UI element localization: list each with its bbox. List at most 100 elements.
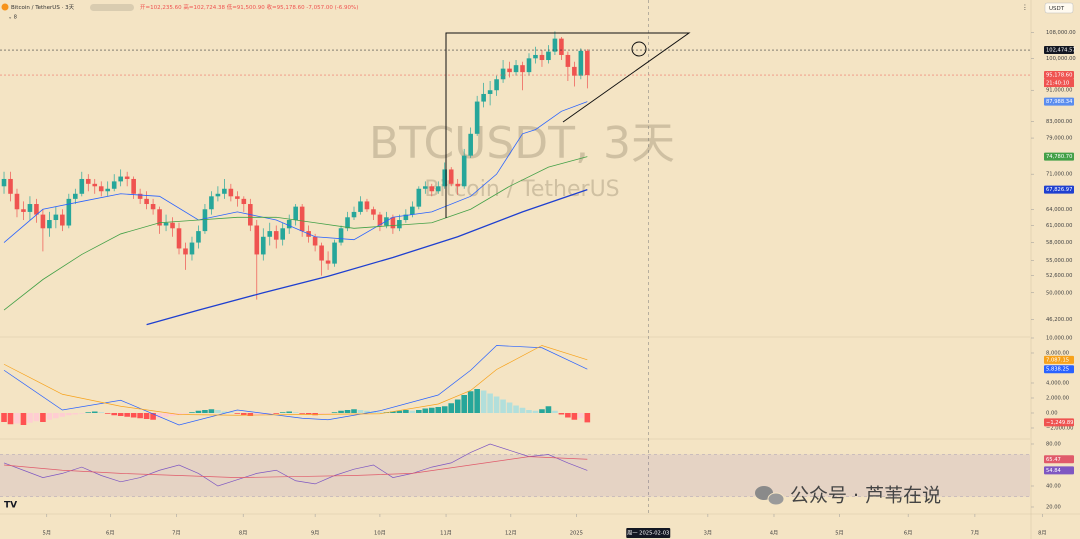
candle-body (150, 204, 156, 210)
price-label: 102,474.57 (1046, 48, 1076, 54)
macd-histogram-bar (59, 413, 66, 417)
candle-body (286, 220, 292, 229)
candle-body (435, 186, 441, 192)
candle-body (481, 93, 486, 102)
macd-histogram-bar (53, 413, 59, 419)
candle-body (578, 50, 584, 76)
candle-body (377, 214, 383, 226)
macd-histogram-bar (266, 413, 273, 414)
symbol-logo (1, 3, 9, 11)
candle-body (429, 186, 435, 192)
candle-body (131, 178, 136, 194)
price-label: 5,838.25 (1046, 367, 1069, 373)
candle-body (552, 38, 558, 52)
price-label: 87,988.34 (1046, 99, 1073, 105)
triangle-drawing[interactable] (445, 32, 691, 218)
macd-histogram-bar (279, 412, 286, 414)
candle-body (92, 183, 98, 187)
price-label: 7,087.15 (1046, 357, 1069, 363)
macd-histogram-bar (91, 411, 98, 414)
candle-body (293, 206, 298, 221)
macd-histogram-bar (403, 410, 409, 414)
crosshair-label: 周一 2025-02-03 (627, 530, 669, 537)
macd-histogram-bar (357, 410, 364, 414)
macd-histogram-bar (467, 391, 474, 413)
macd-histogram-bar (7, 413, 14, 425)
macd-histogram-bar (552, 410, 558, 414)
macd-tick-label: 10,000.00 (1046, 336, 1072, 342)
macd-histogram-bar (46, 413, 53, 420)
x-tick-label: 12月 (505, 530, 517, 537)
macd-histogram-bar (104, 413, 111, 414)
macd-histogram-bar (338, 410, 344, 414)
candle-body (442, 169, 448, 187)
candle-body (572, 66, 577, 76)
price-label-box (1044, 152, 1074, 161)
x-tick-label: 8月 (1038, 530, 1047, 537)
candle-body (241, 198, 247, 205)
macd-histogram-bar (344, 410, 351, 414)
candle-body (364, 201, 370, 210)
macd-histogram-bar (228, 412, 234, 414)
x-tick-label: 6月 (106, 530, 115, 537)
candle-body (53, 214, 59, 221)
candle-body (1, 178, 7, 187)
macd-histogram-bar (526, 410, 532, 414)
currency-label[interactable]: USDT (1049, 6, 1065, 12)
candle-body (85, 178, 91, 184)
currency-select[interactable] (1044, 2, 1074, 14)
macd-histogram-bar (195, 410, 202, 414)
rsi-tick-label: 80.00 (1046, 442, 1061, 448)
candle-body (312, 236, 318, 246)
indicator-line (146, 189, 588, 326)
macd-histogram-bar (176, 413, 182, 416)
y-tick-label: 91,000.00 (1046, 88, 1072, 94)
macd-histogram-bar (565, 413, 571, 418)
candle-body (448, 169, 454, 184)
candle-body (468, 133, 473, 156)
candle-body (14, 193, 20, 210)
countdown-label: 21:40:10 (1046, 81, 1069, 87)
candle-body (494, 79, 499, 91)
candle-body (111, 181, 117, 189)
macd-histogram-bar (584, 413, 591, 423)
candle-body (8, 178, 13, 194)
wechat-icon (767, 492, 785, 506)
price-label-box (1044, 365, 1074, 374)
candle-body (410, 206, 415, 215)
candle-body (267, 231, 273, 237)
macd-histogram-bar (299, 413, 305, 414)
candle-body (403, 214, 409, 221)
x-tick-label: 3月 (704, 530, 713, 537)
macd-histogram-bar (137, 413, 143, 419)
x-tick-label: 7月 (172, 530, 181, 537)
candle-body (332, 242, 337, 264)
indicator-toggle[interactable]: ⌄ 8 (8, 15, 17, 21)
circle-drawing[interactable] (631, 41, 647, 57)
price-label-box (1044, 185, 1074, 194)
macd-histogram-bar (500, 399, 506, 414)
macd-histogram-bar (208, 409, 215, 414)
candle-body (124, 176, 130, 179)
macd-histogram-bar (578, 413, 584, 419)
tv-logo-text: TV (4, 501, 17, 511)
macd-tick-label: −2,000.00 (1046, 426, 1073, 432)
macd-histogram-bar (545, 406, 552, 414)
candle-body (559, 38, 564, 55)
macd-histogram-bar (305, 413, 312, 415)
candle-body (235, 196, 240, 199)
macd-histogram-bar (571, 413, 578, 420)
candle-body (273, 231, 279, 240)
macd-histogram-bar (454, 399, 461, 414)
candle-body (487, 90, 493, 94)
candle-body (526, 58, 532, 73)
countdown-box (1044, 79, 1074, 88)
price-label-box (1044, 46, 1074, 55)
symbol-title[interactable]: Bitcoin / TetherUS · 3天 (11, 4, 75, 11)
y-tick-label: 83,000.00 (1046, 119, 1072, 125)
macd-histogram-bar (98, 412, 105, 414)
macd-histogram-bar (441, 406, 448, 414)
x-tick-label: 5月 (835, 530, 844, 537)
menu-icon[interactable]: ⋮ (1022, 4, 1029, 12)
macd-histogram-bar (364, 410, 370, 414)
